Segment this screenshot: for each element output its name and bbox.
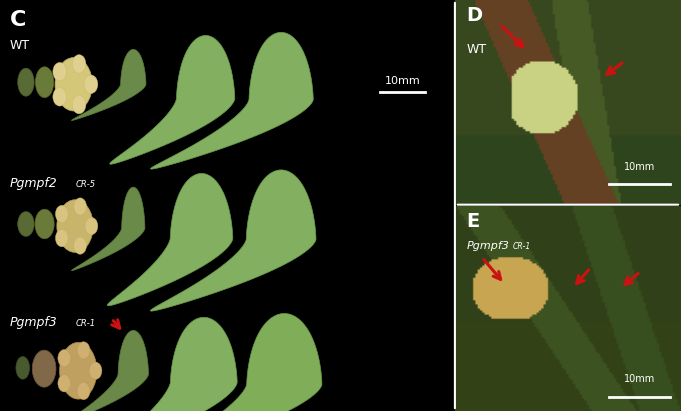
Ellipse shape <box>18 68 34 96</box>
PathPatch shape <box>151 170 316 311</box>
Text: 10mm: 10mm <box>624 374 655 384</box>
Ellipse shape <box>60 342 97 399</box>
Text: WT: WT <box>10 39 30 52</box>
PathPatch shape <box>151 32 313 169</box>
Ellipse shape <box>58 349 71 367</box>
Ellipse shape <box>74 198 86 215</box>
Ellipse shape <box>84 75 98 93</box>
Ellipse shape <box>57 200 93 252</box>
Ellipse shape <box>89 362 102 379</box>
Ellipse shape <box>18 212 34 236</box>
PathPatch shape <box>72 330 148 411</box>
PathPatch shape <box>72 49 146 120</box>
Text: Pgmpf2: Pgmpf2 <box>10 177 58 190</box>
Ellipse shape <box>85 217 98 235</box>
Ellipse shape <box>53 62 67 81</box>
Ellipse shape <box>72 95 86 114</box>
Text: CR-1: CR-1 <box>76 319 96 328</box>
Ellipse shape <box>58 375 71 392</box>
Ellipse shape <box>55 58 93 111</box>
Text: E: E <box>466 212 479 231</box>
Text: Pgmpf3: Pgmpf3 <box>10 316 58 330</box>
Ellipse shape <box>55 229 68 247</box>
Text: Pgmpf3: Pgmpf3 <box>466 241 509 251</box>
Ellipse shape <box>32 350 56 387</box>
PathPatch shape <box>72 187 145 270</box>
Text: C: C <box>10 10 27 30</box>
Text: D: D <box>466 6 482 25</box>
PathPatch shape <box>108 173 233 306</box>
Text: 10mm: 10mm <box>624 162 655 172</box>
Text: 10mm: 10mm <box>385 76 420 86</box>
Ellipse shape <box>72 55 86 73</box>
Ellipse shape <box>77 382 90 399</box>
Ellipse shape <box>74 237 86 254</box>
Ellipse shape <box>35 67 54 98</box>
Ellipse shape <box>35 209 54 239</box>
Ellipse shape <box>16 357 29 379</box>
Ellipse shape <box>55 206 68 223</box>
PathPatch shape <box>108 317 237 411</box>
Ellipse shape <box>77 342 90 359</box>
Ellipse shape <box>53 88 67 106</box>
Text: CR-5: CR-5 <box>76 180 96 189</box>
PathPatch shape <box>152 314 322 411</box>
Text: CR-1: CR-1 <box>513 242 530 252</box>
PathPatch shape <box>110 35 235 164</box>
Text: WT: WT <box>466 43 486 56</box>
